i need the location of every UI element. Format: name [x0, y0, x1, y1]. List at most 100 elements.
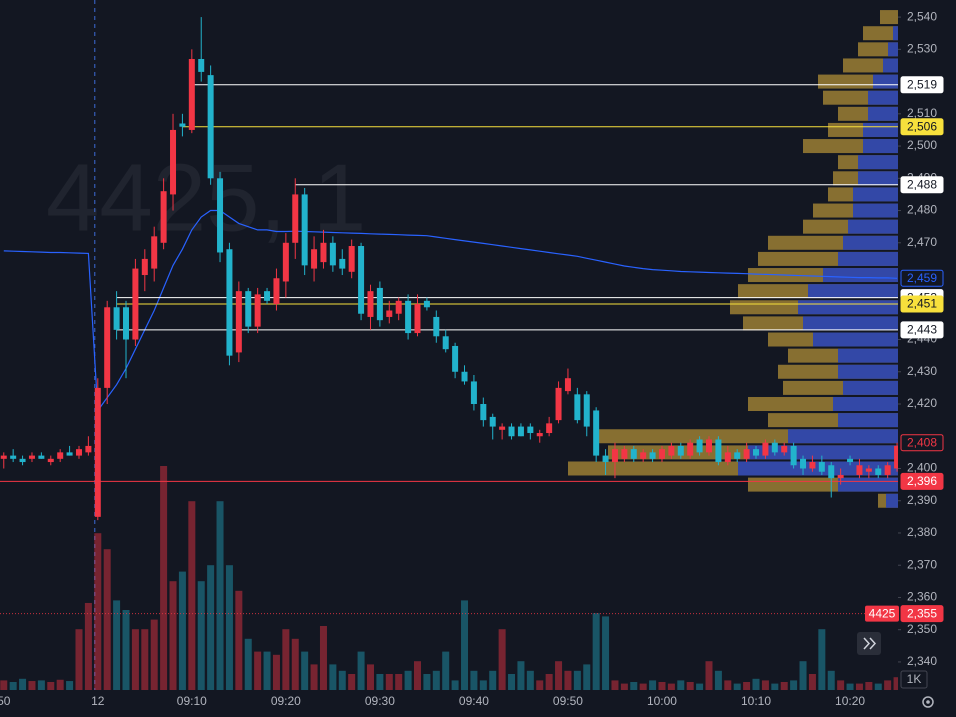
y-tick-label: 2,540 — [907, 9, 937, 23]
x-tick-label: 10:00 — [647, 694, 677, 708]
y-tick-label: 2,370 — [907, 557, 937, 571]
x-tick-label: 09:30 — [365, 694, 395, 708]
price-tag — [900, 321, 944, 339]
profile-down — [838, 364, 898, 379]
candle-body — [433, 316, 440, 337]
price-tag-label: 2,443 — [907, 323, 937, 337]
settings-icon[interactable] — [922, 696, 934, 708]
volume-bar — [592, 613, 600, 690]
volume-bar — [178, 571, 186, 690]
x-tick-label: 12 — [91, 694, 105, 708]
candle-body — [790, 445, 797, 466]
candle-body — [320, 242, 327, 263]
candle-body — [555, 387, 562, 421]
volume-bar — [216, 501, 224, 690]
volume-bar — [808, 674, 816, 690]
volume-bar — [0, 680, 8, 690]
volume-bar — [225, 565, 233, 690]
candle-body — [470, 381, 477, 405]
profile-total — [880, 10, 898, 25]
candle-body — [640, 452, 647, 459]
candle-body — [405, 300, 412, 334]
price-tag-label: 2,519 — [907, 77, 937, 91]
profile-down — [883, 58, 898, 73]
profile-down — [798, 300, 898, 315]
y-tick-label: 2,430 — [907, 364, 937, 378]
volume-bar — [75, 629, 83, 690]
candle-body — [743, 449, 750, 459]
candle-body — [339, 258, 346, 269]
candle-body — [358, 246, 365, 314]
profile-down — [853, 203, 898, 218]
candle-body — [264, 291, 271, 301]
y-tick-label: 2,380 — [907, 525, 937, 539]
volume-bar — [752, 678, 760, 690]
candle-body — [621, 449, 628, 459]
volume-bar — [677, 680, 685, 690]
candle-body — [517, 426, 524, 437]
y-tick-label: 2,340 — [907, 654, 937, 668]
volume-bar — [874, 683, 882, 690]
candle-body — [301, 194, 308, 266]
candle-body — [311, 249, 318, 269]
volume-bar — [131, 629, 139, 690]
volume-bar — [649, 680, 657, 690]
candle-body — [235, 291, 242, 353]
volume-bar — [658, 682, 666, 690]
candle-body — [19, 458, 26, 463]
volume-bar — [508, 674, 516, 690]
candle-body — [141, 258, 148, 276]
volume-bar — [489, 670, 497, 690]
volume-bar — [479, 680, 487, 690]
candle-body — [564, 378, 571, 392]
chart-controls: 1K — [857, 632, 934, 708]
plot-area — [0, 0, 898, 690]
volume-scale-label: 1K — [907, 672, 922, 686]
volume-bar — [790, 680, 798, 690]
candle-body — [583, 394, 590, 427]
candle-body — [282, 242, 289, 282]
volume-bar — [94, 533, 102, 690]
candle-body — [170, 129, 177, 195]
candle-body — [687, 442, 694, 456]
volume-bar — [310, 664, 318, 690]
candle-body — [508, 426, 515, 437]
candle-body — [292, 194, 299, 243]
volume-bar — [611, 680, 619, 690]
candle-body — [696, 439, 703, 453]
candle-body — [113, 307, 120, 330]
volume-scale-box[interactable] — [900, 670, 928, 689]
candle-body — [94, 387, 101, 517]
price-tag — [900, 118, 944, 136]
price-tag — [900, 176, 944, 194]
price-axis: 2,5402,5302,5102,5002,4902,4802,4702,440… — [865, 9, 944, 668]
y-tick-label: 2,420 — [907, 396, 937, 410]
candle-body — [179, 123, 186, 127]
candle-body — [207, 75, 214, 179]
profile-down — [853, 187, 898, 202]
candle-body — [847, 458, 854, 463]
candle-body — [574, 394, 581, 421]
candle-body — [273, 278, 280, 305]
volume-bar — [404, 670, 412, 690]
candle-body — [527, 426, 534, 434]
volume-bar — [761, 680, 769, 690]
profile-down — [848, 219, 898, 234]
volume-bar — [705, 661, 713, 690]
price-tag-label: 2,396 — [907, 474, 937, 488]
candle-body — [123, 307, 130, 340]
symbol-tag-label: 4425 — [869, 606, 896, 620]
price-tag-label: 2,355 — [907, 606, 937, 620]
profile-total — [863, 26, 898, 41]
volume-bar — [536, 680, 544, 690]
volume-bar — [37, 680, 45, 690]
profile-down — [873, 74, 898, 89]
y-tick-label: 2,470 — [907, 235, 937, 249]
y-tick-label: 2,350 — [907, 622, 937, 636]
volume-bar — [291, 638, 299, 690]
candle-body — [809, 462, 816, 469]
profile-down — [868, 106, 898, 121]
candle-body — [245, 291, 252, 327]
y-tick-label: 2,390 — [907, 493, 937, 507]
